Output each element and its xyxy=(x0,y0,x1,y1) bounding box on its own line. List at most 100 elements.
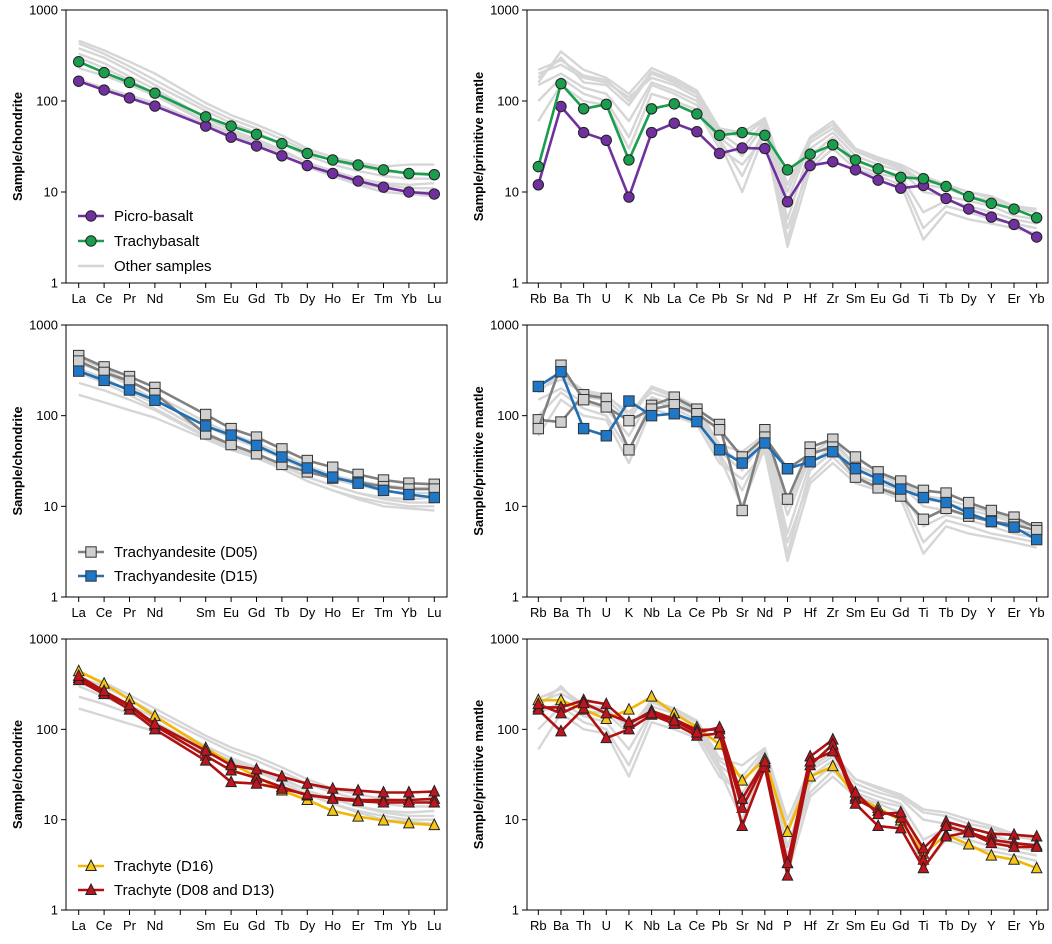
data-point xyxy=(872,818,885,832)
data-point xyxy=(250,776,263,789)
y-tick-label: 10 xyxy=(44,499,58,514)
x-tick-label: Nd xyxy=(757,605,774,620)
x-tick-label: Sm xyxy=(846,291,866,306)
data-point xyxy=(123,698,136,711)
legend-label: Trachyandesite (D15) xyxy=(114,568,258,585)
x-tick-label: Th xyxy=(576,605,591,620)
data-point xyxy=(532,380,545,393)
x-tick-label: Ti xyxy=(918,291,928,306)
data-point xyxy=(872,473,884,485)
x-tick-label: Yb xyxy=(401,605,417,620)
x-tick-label: Er xyxy=(352,605,366,620)
data-point xyxy=(872,163,884,175)
data-point xyxy=(1030,212,1043,224)
data-point xyxy=(555,100,567,113)
data-point xyxy=(402,785,415,798)
other-sample-line xyxy=(78,381,435,501)
data-point xyxy=(428,491,441,504)
x-tick-label: Nb xyxy=(643,605,660,620)
x-tick-label: Ce xyxy=(96,918,113,933)
y-tick-label: 100 xyxy=(36,94,58,109)
x-tick-label: Sm xyxy=(196,918,216,933)
y-axis-title: Sample/chondrite xyxy=(10,406,25,515)
legend-label: Picro-basalt xyxy=(114,208,194,225)
data-point xyxy=(149,87,161,99)
other-sample-line xyxy=(537,685,1037,849)
data-point xyxy=(555,77,567,90)
x-tick-label: Er xyxy=(1008,291,1022,306)
data-point xyxy=(402,795,415,808)
series-line xyxy=(537,701,1037,865)
data-point xyxy=(250,439,263,452)
data-point xyxy=(940,192,952,205)
y-tick-label: 1 xyxy=(51,903,58,918)
x-tick-label: Ce xyxy=(689,291,706,306)
panel-p1: 1 10 100 1000 La Ce Pr Nd Sm Eu Gd Tb Dy Ho Er Tm Yb Lu Sa… xyxy=(10,3,448,306)
data-point xyxy=(73,75,85,87)
data-point xyxy=(98,84,110,96)
data-point xyxy=(199,753,212,766)
x-tick-label: Pb xyxy=(712,291,728,306)
data-point xyxy=(645,706,658,719)
y-axis-title: Sample/primitive mantle xyxy=(471,386,486,536)
data-point xyxy=(149,100,161,112)
data-point xyxy=(554,706,567,719)
data-point xyxy=(225,120,237,132)
data-point xyxy=(225,775,238,788)
data-point xyxy=(327,461,339,473)
data-point xyxy=(804,159,816,172)
data-point xyxy=(98,66,110,79)
x-tick-label: Nd xyxy=(147,918,164,933)
x-tick-label: Lu xyxy=(427,918,441,933)
data-point xyxy=(148,716,161,729)
data-point xyxy=(250,128,263,141)
x-tick-label: La xyxy=(71,605,86,620)
data-point xyxy=(326,803,339,816)
data-point xyxy=(623,191,635,203)
data-point xyxy=(276,137,288,150)
x-tick-label: Lu xyxy=(427,605,441,620)
y-axis-title: Sample/primitive mantle xyxy=(471,700,486,850)
data-point xyxy=(668,98,680,110)
data-point xyxy=(250,762,263,775)
other-sample-line xyxy=(537,387,1037,555)
legend-label: Trachyte (D16) xyxy=(114,858,213,875)
y-tick-label: 1000 xyxy=(29,318,58,333)
data-point xyxy=(275,769,288,782)
x-tick-label: Eu xyxy=(870,605,886,620)
x-tick-label: Tb xyxy=(274,605,289,620)
data-point xyxy=(623,415,635,427)
data-point xyxy=(963,203,975,215)
x-tick-label: Tm xyxy=(374,291,393,306)
data-point xyxy=(963,496,975,509)
x-tick-label: Y xyxy=(987,918,996,933)
data-point xyxy=(849,463,862,475)
other-sample-line xyxy=(537,391,1037,544)
data-point xyxy=(352,809,365,822)
x-tick-label: Gd xyxy=(248,918,265,933)
series-trachybasalt xyxy=(532,77,1043,224)
other-sample-line xyxy=(78,670,435,803)
data-point xyxy=(849,164,862,176)
y-tick-label: 10 xyxy=(505,499,519,514)
legend-label: Trachyte (D08 and D13) xyxy=(114,882,274,899)
data-point xyxy=(622,722,635,735)
data-point xyxy=(985,836,998,849)
data-point xyxy=(200,111,212,123)
x-tick-label: K xyxy=(625,291,634,306)
x-tick-label: Sr xyxy=(736,918,750,933)
data-point xyxy=(1008,218,1020,231)
y-tick-label: 100 xyxy=(497,408,519,423)
x-tick-label: K xyxy=(625,918,634,933)
data-point xyxy=(225,131,237,143)
legend-label: Trachyandesite (D05) xyxy=(114,544,258,561)
data-point xyxy=(917,491,930,504)
x-tick-label: La xyxy=(667,605,682,620)
legend-label: Trachybasalt xyxy=(114,233,200,250)
data-point xyxy=(622,715,635,728)
x-tick-label: U xyxy=(602,605,611,620)
data-point xyxy=(428,188,440,200)
data-point xyxy=(403,167,415,180)
x-tick-label: La xyxy=(667,291,682,306)
data-point xyxy=(199,743,212,756)
